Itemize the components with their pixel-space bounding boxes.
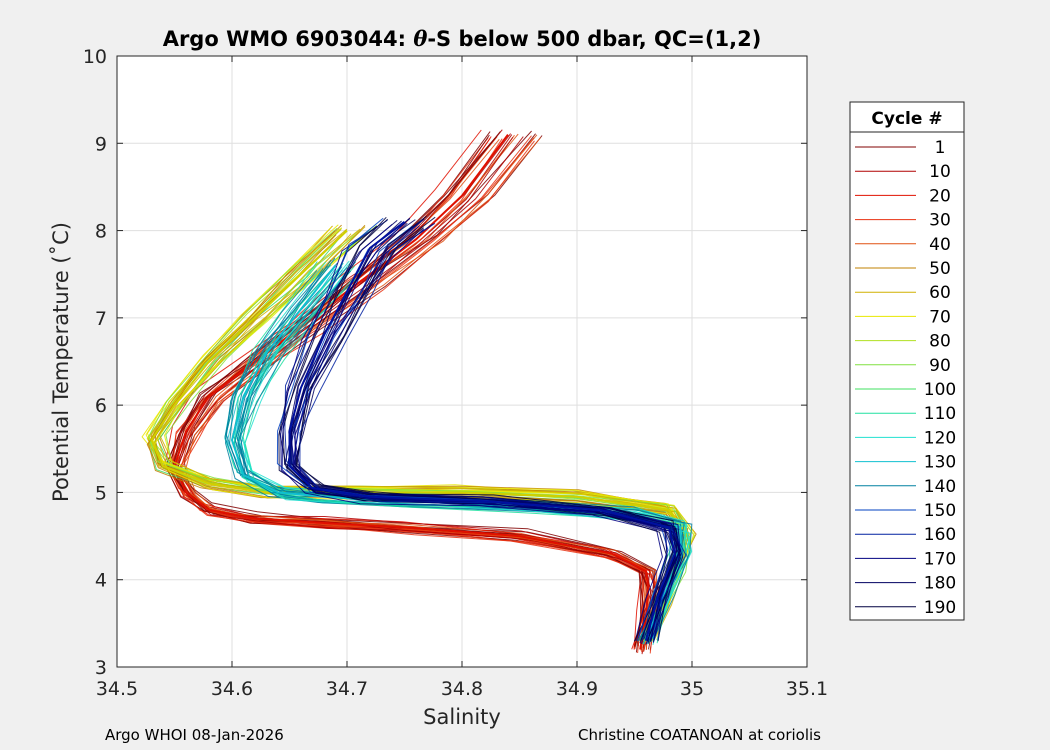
profile-line [293,228,684,643]
profile-line-mean [288,221,676,642]
y-tick-label: 6 [95,395,107,417]
x-axis: 34.5 34.6 34.7 34.8 34.9 35 35.1 [96,56,828,700]
x-tick-label: 34.6 [211,678,253,700]
legend-label: 110 [924,404,956,424]
legend-label: 160 [924,525,956,545]
grid [117,56,807,667]
y-tick-label: 3 [95,657,107,679]
y-tick-label: 9 [95,133,107,155]
footer-right: Christine COATANOAN at coriolis [578,726,821,744]
legend-label: 50 [929,259,951,279]
legend-label: 170 [924,549,956,569]
x-tick-label: 35 [680,678,704,700]
legend-label: 90 [929,356,951,376]
profile-line [281,226,663,641]
legend-label: 70 [929,307,951,327]
profile-line [276,217,669,642]
legend-label: 130 [924,453,956,473]
y-tick-label: 10 [83,46,107,68]
profile-line [290,218,681,640]
x-tick-label: 34.5 [96,678,138,700]
profile-line [165,134,649,647]
legend: Cycle # 11020304050607080901001101201301… [849,101,965,621]
x-tick-label: 35.1 [786,678,828,700]
legend-label: 150 [924,501,956,521]
legend-label: 60 [929,283,951,303]
y-axis-label: Potential Temperature (˚C) [49,222,73,502]
chart-title: Argo WMO 6903044: θ-S below 500 dbar, QC… [163,26,762,51]
y-tick-label: 4 [95,570,107,592]
x-tick-label: 34.8 [441,678,483,700]
y-axis: 3 4 5 6 7 8 9 10 [83,46,807,679]
legend-entries: 1102030405060708090100110120130140150160… [855,138,956,618]
x-tick-label: 34.9 [556,678,598,700]
legend-label: 180 [924,574,956,594]
legend-label: 190 [924,598,956,618]
y-tick-label: 7 [95,308,107,330]
data-lines [141,129,697,655]
legend-label: 1 [935,138,946,158]
profile-line [280,224,668,645]
profile-line [284,220,680,643]
legend-label: 140 [924,477,956,497]
legend-box [849,101,965,621]
legend-label: 40 [929,235,951,255]
profile-line [224,270,671,642]
x-tick-label: 34.7 [326,678,368,700]
legend-label: 30 [929,211,951,231]
y-tick-label: 5 [95,482,107,504]
legend-label: 100 [924,380,956,400]
legend-label: 80 [929,332,951,352]
legend-label: 10 [929,162,951,182]
legend-label: 20 [929,186,951,206]
profile-line [282,216,675,640]
legend-title: Cycle # [871,109,942,129]
y-tick-label: 8 [95,221,107,243]
legend-label: 120 [924,428,956,448]
footer-left: Argo WHOI 08-Jan-2026 [105,726,284,744]
x-axis-label: Salinity [423,705,501,729]
